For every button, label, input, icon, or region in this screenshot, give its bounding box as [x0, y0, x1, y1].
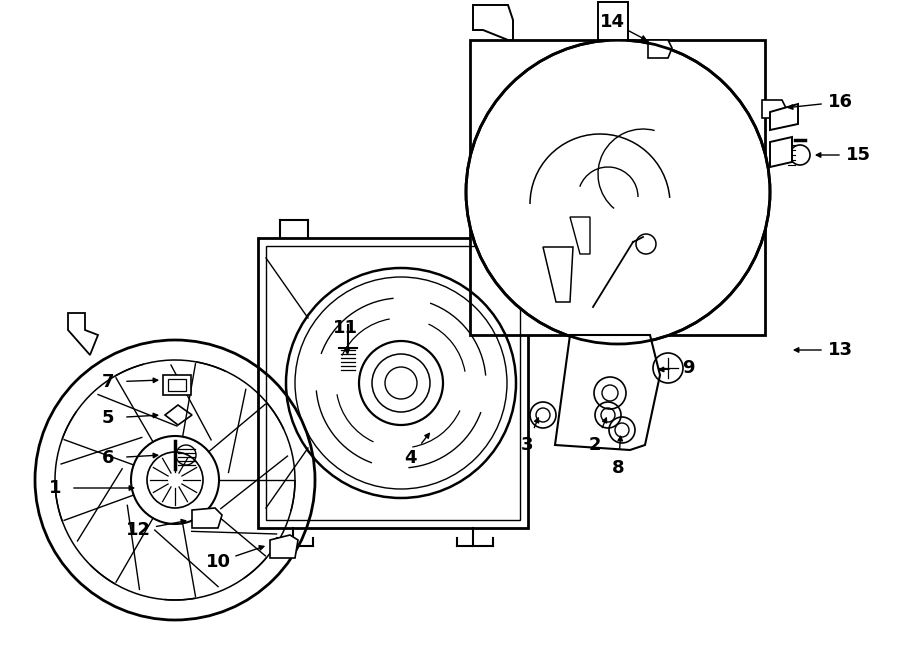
Bar [168, 379, 186, 391]
Text: 16: 16 [827, 93, 852, 111]
Polygon shape [270, 535, 298, 558]
Text: 13: 13 [827, 341, 852, 359]
Polygon shape [555, 335, 660, 450]
Bar [470, 40, 765, 335]
Text: 9: 9 [682, 359, 694, 377]
Circle shape [466, 40, 770, 344]
Text: 15: 15 [845, 146, 870, 164]
Bar [258, 238, 528, 528]
Polygon shape [543, 247, 573, 302]
Bar [266, 246, 520, 520]
Text: 2: 2 [589, 436, 601, 454]
Text: 1: 1 [49, 479, 61, 497]
Text: 14: 14 [599, 13, 625, 31]
Polygon shape [770, 137, 792, 167]
Text: 3: 3 [521, 436, 533, 454]
Text: 4: 4 [404, 449, 417, 467]
Polygon shape [762, 100, 786, 118]
Text: 11: 11 [332, 319, 357, 337]
Polygon shape [648, 40, 672, 58]
Text: 12: 12 [125, 521, 150, 539]
Polygon shape [770, 104, 798, 130]
Text: 7: 7 [102, 373, 114, 391]
Text: 8: 8 [612, 459, 625, 477]
Bar [163, 375, 191, 395]
Polygon shape [570, 217, 590, 254]
Polygon shape [598, 2, 628, 40]
Text: 6: 6 [102, 449, 114, 467]
Polygon shape [192, 508, 222, 528]
Text: 5: 5 [102, 409, 114, 427]
Text: 10: 10 [205, 553, 230, 571]
Polygon shape [473, 5, 513, 40]
